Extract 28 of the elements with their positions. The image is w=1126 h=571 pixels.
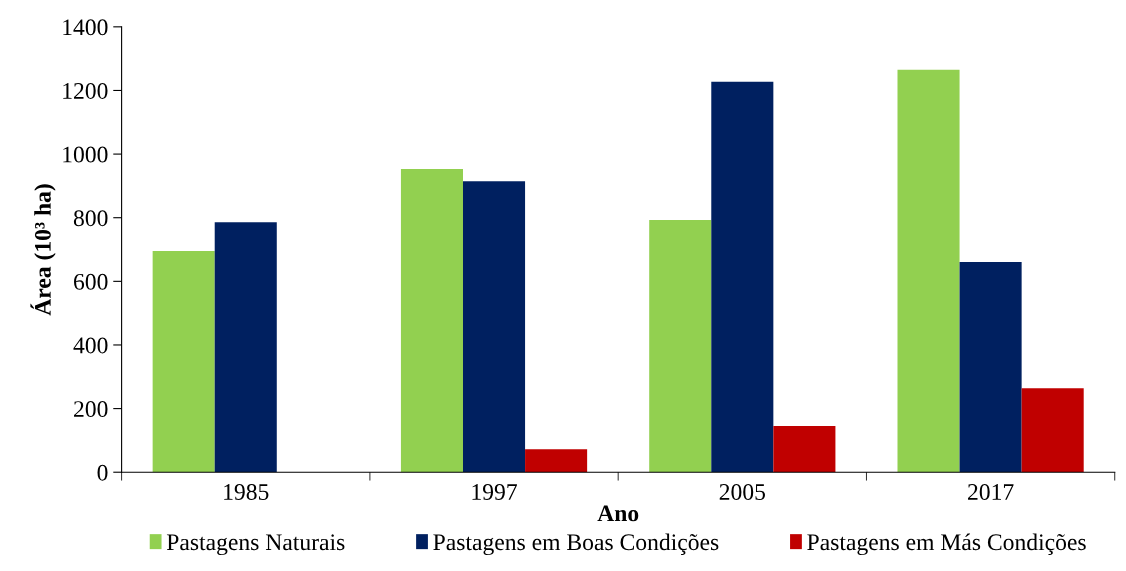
bar [897,69,960,473]
bar [649,219,712,473]
bar [525,449,588,473]
bar [152,251,215,473]
y-tick-label: 200 [74,401,108,418]
y-tick-label: 400 [73,337,108,354]
bar [711,81,774,473]
y-tick-label: 1200 [63,82,108,99]
y-tick-label: 1000 [63,146,108,163]
y-tick-label: 600 [74,273,108,290]
x-tick-label: 2005 [719,484,765,500]
bar [1021,388,1084,473]
x-tick-label: 1997 [472,484,517,500]
x-tick-label: 1985 [224,484,269,500]
bar [214,222,277,473]
bar [773,426,836,473]
legend-label: Pastagens em Más Condições [807,533,1086,556]
y-axis-title: Área (10³ ha) [30,184,56,316]
y-tick-label: 1400 [63,19,108,36]
legend-label: Pastagens Naturais [166,534,345,556]
bar [400,169,463,473]
y-tick-label: 0 [97,464,108,481]
y-tick-label: 800 [73,210,108,227]
x-tick-label: 2017 [968,484,1014,500]
bar [463,181,526,473]
bar [959,261,1022,473]
legend-label: Pastagens em Boas Condições [433,533,719,556]
x-axis-title: Ano [597,505,639,522]
